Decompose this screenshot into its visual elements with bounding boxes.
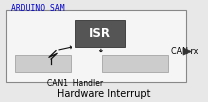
Text: CAN1  Handler: CAN1 Handler [47, 79, 103, 88]
Text: Hardware Interrupt: Hardware Interrupt [57, 89, 151, 99]
Bar [6, 10, 186, 82]
Bar [102, 55, 168, 72]
Text: ARDUINO SAM: ARDUINO SAM [11, 4, 65, 13]
Text: ISR: ISR [89, 27, 111, 40]
Bar [15, 55, 71, 72]
Bar [75, 20, 125, 47]
Text: CAN rx: CAN rx [171, 47, 198, 56]
Polygon shape [183, 48, 191, 55]
